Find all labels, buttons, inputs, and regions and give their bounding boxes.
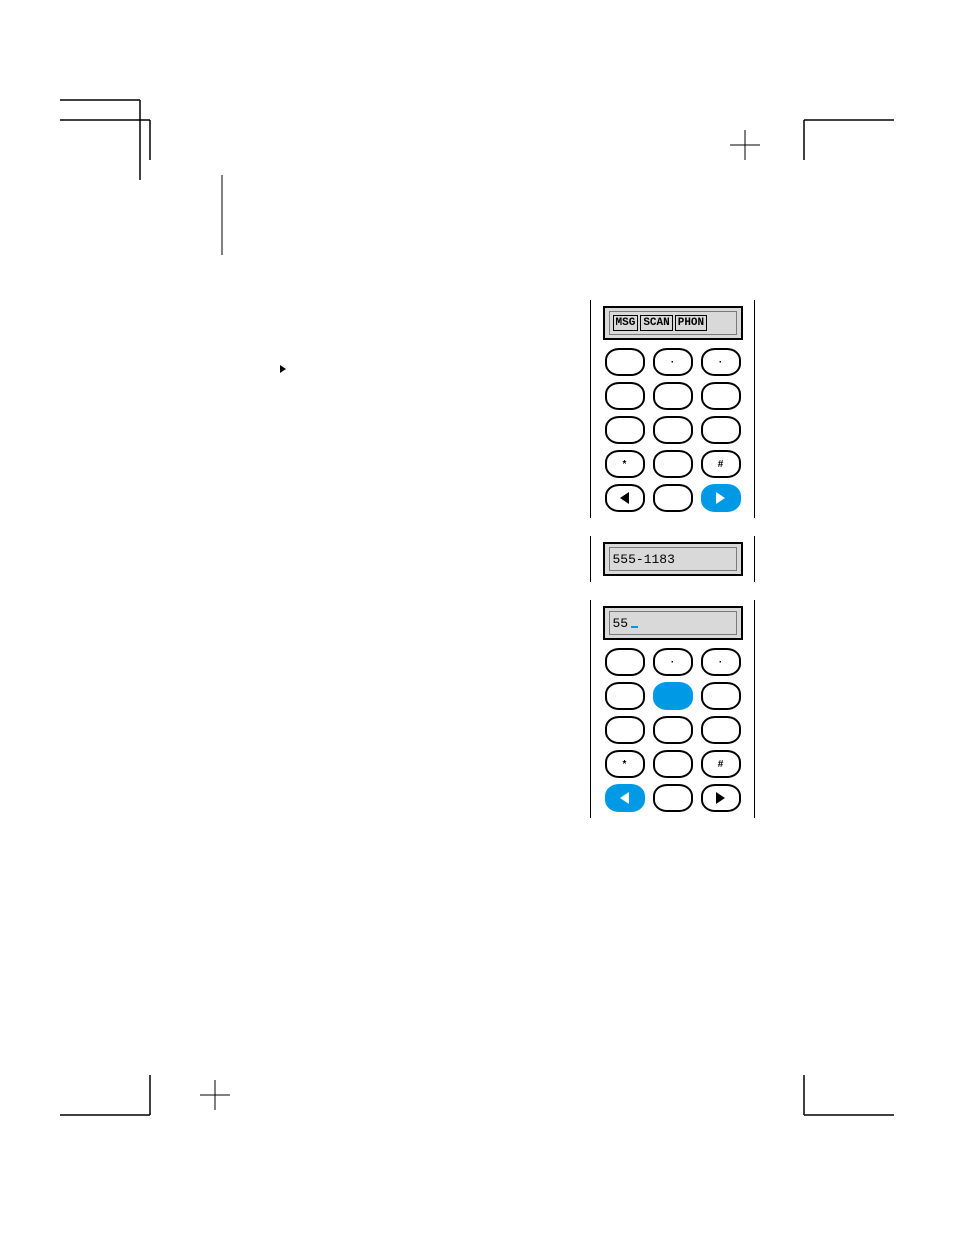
keypad-key[interactable] [701, 484, 741, 512]
keypad-key[interactable] [605, 716, 645, 744]
arrow-left-icon [620, 792, 629, 804]
keypad-key[interactable] [605, 382, 645, 410]
arrow-left-icon [620, 492, 629, 504]
figure-keypad-menu: MSG SCAN PHON · · * # [590, 300, 755, 518]
keypad-key[interactable]: * [605, 450, 645, 478]
keypad-key[interactable] [701, 416, 741, 444]
keypad-key[interactable] [701, 382, 741, 410]
keypad-key[interactable]: # [701, 450, 741, 478]
lcd-segment: SCAN [640, 315, 672, 331]
keypad-key[interactable] [605, 784, 645, 812]
keypad-key[interactable] [653, 382, 693, 410]
lcd-segment: PHON [675, 315, 707, 331]
lcd-display-entry: 55 [603, 606, 743, 640]
keypad-key[interactable] [653, 682, 693, 710]
lcd-display-number: 555-1183 [603, 542, 743, 576]
keypad-1: · · * # [605, 348, 741, 512]
arrow-right-icon [716, 792, 725, 804]
arrow-right-icon [716, 492, 725, 504]
keypad-key[interactable] [605, 484, 645, 512]
lcd-text: 555-1183 [613, 552, 675, 567]
keypad-key[interactable] [701, 682, 741, 710]
page-canvas: MSG SCAN PHON · · * # 555-1183 55 · · * # [225, 180, 755, 1000]
figure-display-number: 555-1183 [590, 536, 755, 582]
figure-keypad-entry: 55 · · * # [590, 600, 755, 818]
keypad-key[interactable]: · [653, 348, 693, 376]
keypad-key[interactable] [605, 416, 645, 444]
keypad-2: · · * # [605, 648, 741, 812]
keypad-key[interactable] [653, 750, 693, 778]
keypad-key[interactable] [653, 484, 693, 512]
lcd-segment: MSG [613, 315, 639, 331]
keypad-key[interactable]: · [701, 648, 741, 676]
lcd-display-menu: MSG SCAN PHON [603, 306, 743, 340]
keypad-key[interactable] [653, 450, 693, 478]
keypad-key[interactable] [701, 716, 741, 744]
keypad-key[interactable] [653, 416, 693, 444]
keypad-key[interactable] [653, 716, 693, 744]
keypad-key[interactable] [701, 784, 741, 812]
lcd-text: 55 [613, 616, 629, 631]
keypad-key[interactable]: · [653, 648, 693, 676]
keypad-key[interactable]: · [701, 348, 741, 376]
keypad-key[interactable]: # [701, 750, 741, 778]
keypad-key[interactable] [605, 682, 645, 710]
keypad-key[interactable] [653, 784, 693, 812]
keypad-key[interactable] [605, 348, 645, 376]
figure-column: MSG SCAN PHON · · * # 555-1183 55 · · * # [590, 300, 755, 818]
keypad-key[interactable]: * [605, 750, 645, 778]
keypad-key[interactable] [605, 648, 645, 676]
lcd-cursor [631, 626, 638, 628]
